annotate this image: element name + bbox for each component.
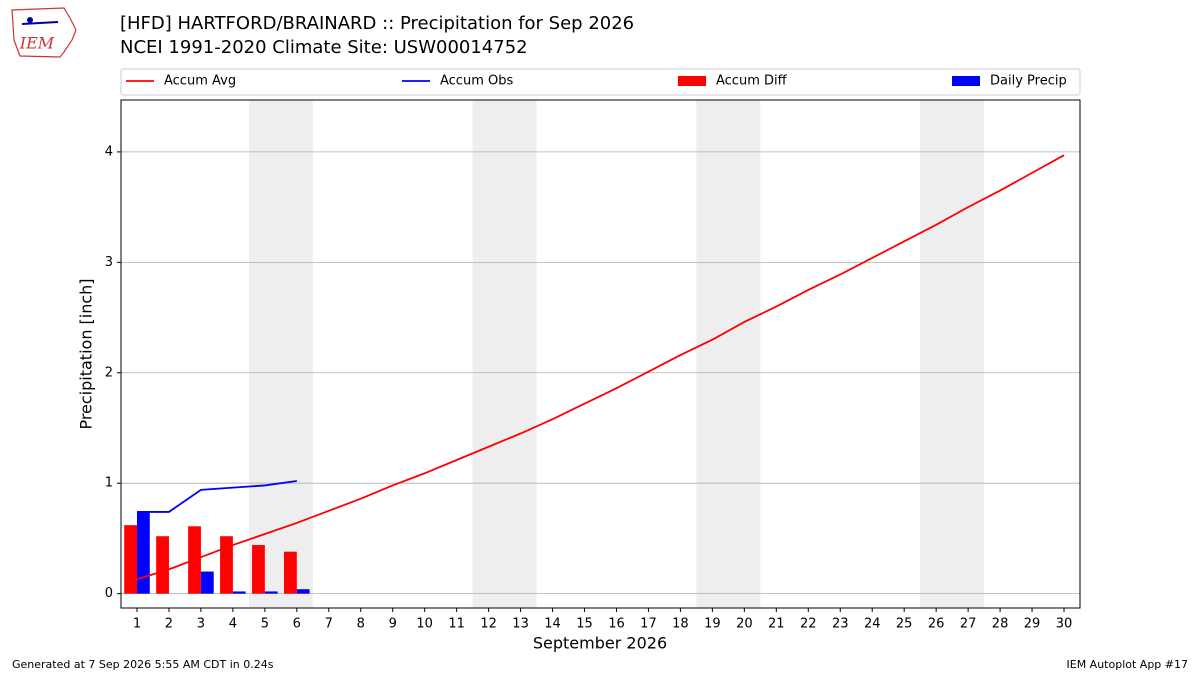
x-tick-label: 15 — [576, 617, 593, 632]
x-tick-label: 10 — [416, 617, 433, 632]
y-tick-label: 2 — [105, 365, 113, 380]
x-tick-label: 12 — [480, 617, 497, 632]
weekend-shade — [248, 100, 281, 608]
bar — [220, 536, 233, 594]
chart-subtitle: NCEI 1991-2020 Climate Site: USW00014752 — [120, 37, 528, 58]
x-tick-label: 11 — [448, 617, 465, 632]
x-tick-label: 25 — [896, 617, 913, 632]
bar — [124, 525, 137, 594]
x-tick-label: 24 — [864, 617, 881, 632]
x-tick-label: 1 — [133, 617, 141, 632]
x-tick-label: 6 — [293, 617, 301, 632]
weekend-shade — [696, 100, 729, 608]
bar — [252, 545, 265, 594]
y-tick-label: 4 — [105, 144, 113, 159]
bar — [296, 589, 310, 594]
legend-label: Accum Obs — [440, 74, 513, 89]
bar — [156, 536, 169, 594]
x-tick-label: 27 — [960, 617, 977, 632]
y-tick-label: 3 — [105, 255, 113, 270]
x-tick-label: 29 — [1024, 617, 1041, 632]
x-tick-label: 8 — [357, 617, 365, 632]
legend-marker — [952, 76, 980, 86]
weekend-shade — [952, 100, 985, 608]
chart-title: [HFD] HARTFORD/BRAINARD :: Precipitation… — [120, 13, 634, 34]
weekend-shade — [728, 100, 761, 608]
legend-marker — [678, 76, 706, 86]
logo-text: IEM — [19, 34, 55, 53]
line — [136, 480, 297, 513]
x-axis-label: September 2026 — [533, 634, 667, 653]
legend-label: Accum Diff — [716, 74, 788, 89]
x-tick-label: 7 — [325, 617, 333, 632]
x-tick-label: 14 — [544, 617, 561, 632]
x-tick-label: 20 — [736, 617, 753, 632]
plot-frame — [120, 99, 1081, 609]
x-tick-label: 17 — [640, 617, 657, 632]
legend-label: Accum Avg — [164, 74, 236, 89]
y-tick-label: 0 — [105, 586, 113, 601]
x-tick-label: 16 — [608, 617, 625, 632]
x-tick-label: 4 — [229, 617, 237, 632]
bar — [264, 591, 278, 594]
bar — [232, 591, 246, 594]
weekend-shade — [504, 100, 537, 608]
y-axis-label: Precipitation [inch] — [77, 278, 96, 429]
x-tick-label: 22 — [800, 617, 817, 632]
x-tick-label: 26 — [928, 617, 945, 632]
logo: IEM — [11, 7, 77, 58]
legend-label: Daily Precip — [990, 74, 1067, 89]
weekend-shade — [280, 100, 313, 608]
x-tick-label: 3 — [197, 617, 205, 632]
line — [136, 154, 1065, 581]
x-tick-label: 18 — [672, 617, 689, 632]
x-tick-label: 2 — [165, 617, 173, 632]
x-tick-label: 21 — [768, 617, 785, 632]
footer-left: Generated at 7 Sep 2026 5:55 AM CDT in 0… — [12, 658, 274, 671]
x-tick-label: 28 — [992, 617, 1009, 632]
legend-box — [120, 68, 1081, 96]
y-tick-label: 1 — [105, 476, 113, 491]
bar — [200, 571, 214, 594]
x-tick-label: 9 — [389, 617, 397, 632]
x-tick-label: 13 — [512, 617, 529, 632]
x-tick-label: 23 — [832, 617, 849, 632]
weekend-shade — [472, 100, 505, 608]
bar — [136, 511, 150, 594]
x-tick-label: 30 — [1056, 617, 1073, 632]
x-tick-label: 19 — [704, 617, 721, 632]
footer-right: IEM Autoplot App #17 — [1067, 658, 1189, 671]
weekend-shade — [920, 100, 953, 608]
bar — [284, 551, 297, 594]
x-tick-label: 5 — [261, 617, 269, 632]
